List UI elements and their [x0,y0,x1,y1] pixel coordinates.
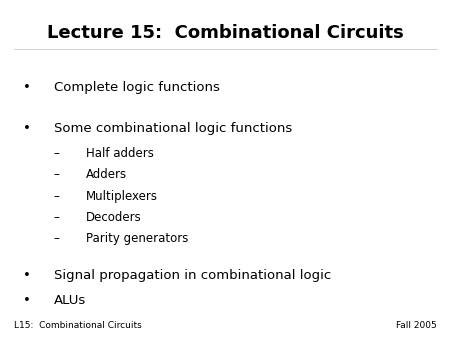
Text: •: • [23,269,31,282]
Text: –: – [53,190,59,202]
Text: Multiplexers: Multiplexers [86,190,158,202]
Text: –: – [53,168,59,181]
Text: Adders: Adders [86,168,126,181]
Text: Signal propagation in combinational logic: Signal propagation in combinational logi… [54,269,331,282]
Text: Parity generators: Parity generators [86,232,188,245]
Text: L15:  Combinational Circuits: L15: Combinational Circuits [14,320,141,330]
Text: Half adders: Half adders [86,147,153,160]
Text: Lecture 15:  Combinational Circuits: Lecture 15: Combinational Circuits [47,24,403,42]
Text: –: – [53,232,59,245]
Text: ALUs: ALUs [54,294,86,307]
Text: •: • [23,294,31,307]
Text: –: – [53,147,59,160]
Text: Decoders: Decoders [86,211,141,224]
Text: Fall 2005: Fall 2005 [396,320,436,330]
Text: •: • [23,81,31,94]
Text: –: – [53,211,59,224]
Text: Complete logic functions: Complete logic functions [54,81,220,94]
Text: •: • [23,122,31,135]
Text: Some combinational logic functions: Some combinational logic functions [54,122,292,135]
